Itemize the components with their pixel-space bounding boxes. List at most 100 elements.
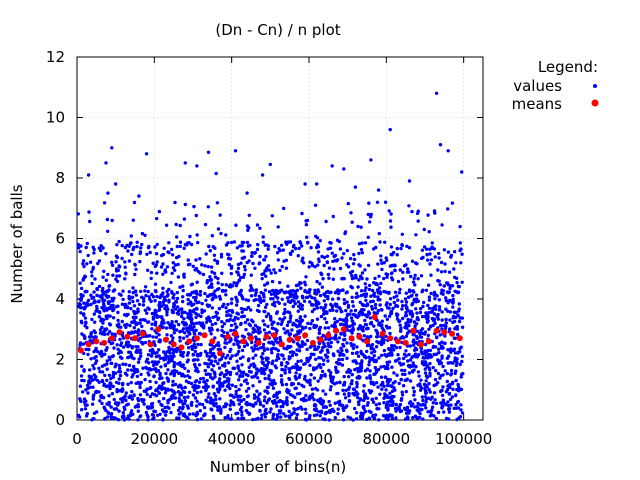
value-point bbox=[303, 374, 307, 379]
value-point bbox=[157, 302, 162, 307]
value-point bbox=[360, 414, 365, 418]
value-point bbox=[342, 374, 346, 379]
value-point bbox=[318, 239, 322, 243]
value-point bbox=[332, 353, 336, 358]
value-point bbox=[185, 334, 189, 338]
value-point bbox=[116, 325, 121, 329]
value-point bbox=[106, 410, 110, 415]
value-point bbox=[363, 268, 367, 272]
value-point bbox=[105, 367, 109, 371]
value-point bbox=[315, 317, 320, 321]
value-point bbox=[230, 383, 235, 387]
value-point bbox=[135, 374, 140, 379]
value-point bbox=[340, 363, 345, 367]
value-point bbox=[392, 387, 396, 392]
value-point bbox=[172, 361, 177, 365]
value-point bbox=[454, 402, 458, 407]
value-point bbox=[413, 273, 417, 277]
value-point bbox=[138, 318, 143, 322]
value-point bbox=[163, 268, 167, 272]
value-point bbox=[453, 359, 457, 363]
value-point bbox=[428, 262, 432, 266]
value-point bbox=[437, 351, 441, 355]
value-point bbox=[283, 414, 288, 418]
value-point bbox=[131, 364, 136, 369]
value-point bbox=[224, 369, 229, 373]
value-point bbox=[299, 286, 303, 290]
value-point bbox=[205, 278, 210, 283]
value-point bbox=[323, 374, 327, 378]
value-point bbox=[92, 366, 96, 371]
value-point bbox=[93, 277, 97, 281]
value-point bbox=[147, 244, 151, 249]
value-point bbox=[208, 372, 212, 377]
value-point bbox=[210, 234, 214, 238]
value-point bbox=[306, 359, 310, 363]
value-point bbox=[86, 298, 91, 303]
value-point bbox=[248, 288, 252, 293]
value-point bbox=[283, 316, 287, 320]
value-point bbox=[275, 391, 279, 395]
value-point bbox=[321, 308, 326, 312]
value-point bbox=[164, 388, 168, 393]
value-point bbox=[266, 391, 270, 395]
value-point bbox=[388, 302, 392, 307]
value-point bbox=[173, 307, 178, 311]
value-point bbox=[230, 310, 235, 314]
value-point bbox=[317, 257, 321, 261]
value-point bbox=[379, 375, 384, 379]
value-point bbox=[223, 341, 227, 345]
value-point bbox=[195, 307, 199, 311]
value-point bbox=[245, 191, 249, 195]
value-point bbox=[308, 363, 312, 368]
value-point bbox=[220, 324, 225, 329]
value-point bbox=[219, 252, 224, 257]
value-point bbox=[368, 369, 372, 373]
value-point bbox=[209, 347, 213, 352]
value-point bbox=[241, 371, 245, 375]
value-point bbox=[110, 341, 115, 345]
value-point bbox=[413, 324, 417, 328]
value-point bbox=[382, 384, 386, 388]
value-point bbox=[151, 261, 155, 265]
value-point bbox=[191, 385, 195, 389]
mean-point bbox=[402, 339, 409, 346]
value-point bbox=[336, 391, 340, 396]
value-point bbox=[404, 263, 408, 267]
value-point bbox=[175, 290, 179, 295]
value-point bbox=[322, 358, 326, 362]
value-point bbox=[157, 354, 161, 358]
value-point bbox=[163, 405, 167, 410]
value-point bbox=[114, 267, 119, 271]
value-point bbox=[197, 321, 202, 325]
value-point bbox=[225, 384, 230, 388]
value-point bbox=[247, 411, 252, 416]
value-point bbox=[390, 416, 395, 421]
value-point bbox=[83, 324, 87, 328]
value-point bbox=[285, 389, 289, 393]
value-point bbox=[410, 303, 414, 307]
value-point bbox=[310, 261, 314, 266]
value-point bbox=[349, 211, 353, 215]
value-point bbox=[377, 231, 381, 236]
value-point bbox=[202, 309, 207, 313]
value-point bbox=[409, 274, 413, 279]
value-point bbox=[306, 321, 310, 326]
value-point bbox=[366, 235, 370, 239]
value-point bbox=[77, 413, 81, 418]
value-point bbox=[192, 342, 196, 346]
value-point bbox=[126, 249, 130, 253]
value-point bbox=[426, 314, 430, 319]
value-point bbox=[158, 373, 162, 377]
value-point bbox=[415, 416, 420, 420]
value-point bbox=[369, 294, 373, 298]
value-point bbox=[163, 413, 168, 417]
value-point bbox=[160, 403, 164, 408]
value-point bbox=[387, 290, 391, 295]
value-point bbox=[153, 321, 157, 325]
value-point bbox=[310, 309, 315, 314]
value-point bbox=[234, 223, 238, 227]
mean-point bbox=[441, 329, 448, 336]
value-point bbox=[454, 406, 459, 410]
value-point bbox=[320, 402, 324, 406]
